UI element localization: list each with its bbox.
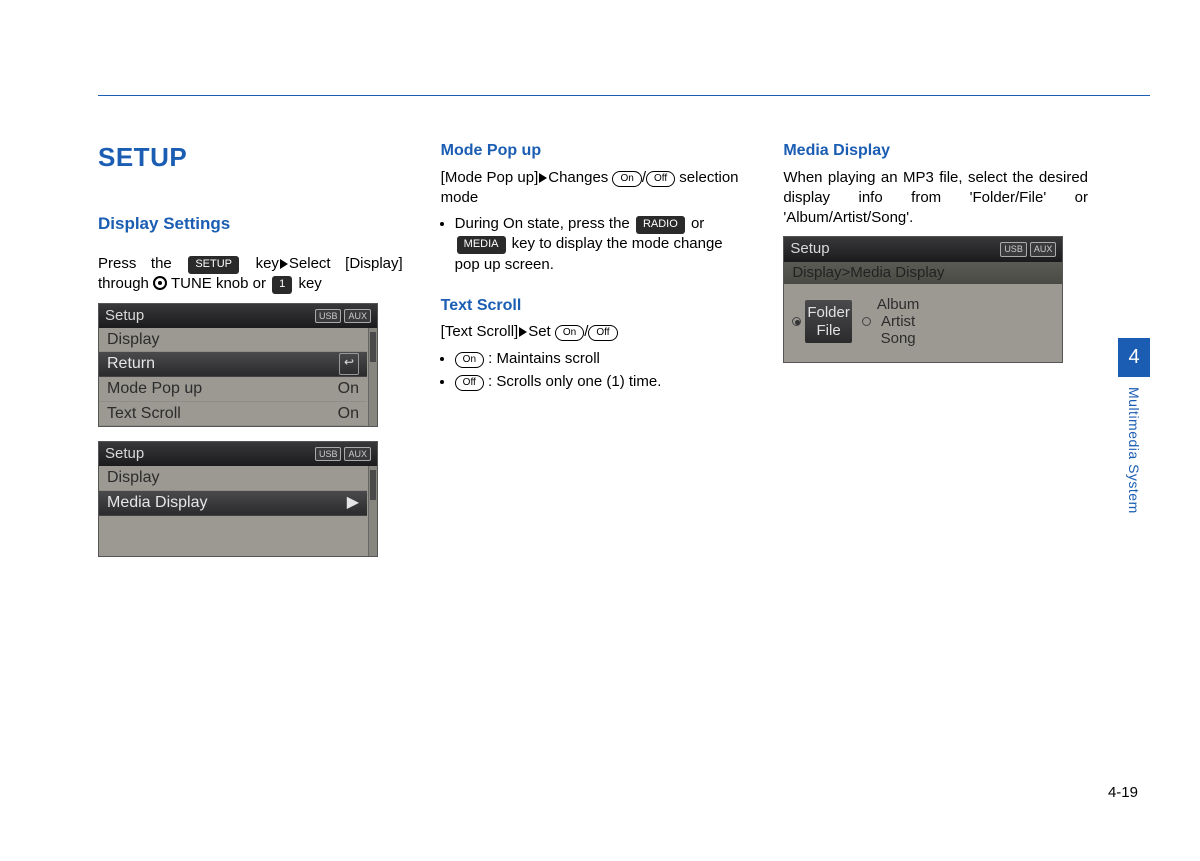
radio-key-label: RADIO xyxy=(636,216,685,234)
lcd-title: Setup xyxy=(105,306,144,326)
media-display-para: When playing an MP3 file, select the des… xyxy=(783,168,1088,229)
text: : Maintains scroll xyxy=(484,350,600,367)
tune-knob-icon xyxy=(153,276,167,290)
lcd-row-selected: Return ↩ xyxy=(99,352,367,377)
lcd-header: Setup USB AUX xyxy=(99,304,377,328)
lcd-header: Setup USB AUX xyxy=(784,237,1062,261)
usb-badge: USB xyxy=(1000,242,1027,256)
bullet: Off : Scrolls only one (1) time. xyxy=(455,372,746,392)
off-pill: Off xyxy=(588,325,617,341)
lcd-title: Setup xyxy=(105,444,144,464)
lcd-header: Setup USB AUX xyxy=(99,442,377,466)
heading-mode-popup: Mode Pop up xyxy=(441,140,746,162)
radio-off-icon xyxy=(862,317,871,326)
lcd-row: Display xyxy=(99,466,367,491)
heading-display-settings: Display Settings xyxy=(98,213,403,236)
lcd-media-display-options: Setup USB AUX Display>Media Display Fold… xyxy=(783,236,1063,362)
on-pill: On xyxy=(455,352,484,368)
lcd-title: Setup xyxy=(790,239,829,259)
lcd-row-value: On xyxy=(338,378,359,400)
option-folder-file: Folder File xyxy=(792,292,852,352)
text-scroll-line: [Text Scroll]Set On/Off xyxy=(441,322,746,342)
column-1: SETUP Display Settings Press the SETUP k… xyxy=(98,140,403,571)
media-key-label: MEDIA xyxy=(457,236,506,254)
aux-badge: AUX xyxy=(1030,242,1057,256)
lcd-row-value: On xyxy=(338,403,359,425)
column-3: Media Display When playing an MP3 file, … xyxy=(783,140,1088,571)
opt-line: Artist xyxy=(877,313,920,330)
lcd-options: Folder File Album Artist Song xyxy=(784,284,1062,362)
aux-badge: AUX xyxy=(344,309,371,323)
lcd-body: Display>Media Display Folder File Album xyxy=(784,262,1062,362)
lcd-blank-area xyxy=(99,516,367,556)
setup-key-label: SETUP xyxy=(188,256,239,274)
lcd-display-menu: Setup USB AUX Display Return ↩ Mode Pop u… xyxy=(98,303,378,428)
opt-line: Song xyxy=(877,330,920,347)
lcd-row-label: Display xyxy=(107,329,159,351)
lcd-breadcrumb: Display>Media Display xyxy=(784,262,1062,284)
text: key xyxy=(256,255,279,272)
option-selected: Folder File xyxy=(805,300,852,343)
forward-icon: ▶ xyxy=(347,492,359,514)
off-pill: Off xyxy=(646,171,675,187)
one-key-label: 1 xyxy=(272,276,292,294)
heading-setup: SETUP xyxy=(98,140,403,175)
text: [Mode Pop up] xyxy=(441,169,539,186)
lcd-row: Mode Pop up On xyxy=(99,377,367,402)
triangle-icon xyxy=(519,327,527,337)
lcd-body: Display Return ↩ Mode Pop up On Text Scrol… xyxy=(99,328,377,426)
lcd-row-label: Display xyxy=(107,467,159,489)
off-pill: Off xyxy=(455,375,484,391)
chapter-tab: 4 Multimedia System xyxy=(1118,338,1150,514)
triangle-icon xyxy=(280,259,288,269)
lcd-scrollbar xyxy=(368,466,377,555)
text: During On state, press the xyxy=(455,215,634,232)
lcd-row-selected: Media Display ▶ xyxy=(99,491,367,516)
text: TUNE knob or xyxy=(171,275,270,292)
usb-badge: USB xyxy=(315,309,342,323)
heading-media-display: Media Display xyxy=(783,140,1088,162)
text: Changes xyxy=(548,169,612,186)
lcd-row: Display xyxy=(99,328,367,353)
lcd-scrollbar xyxy=(368,328,377,426)
page-number: 4-19 xyxy=(1108,784,1138,801)
chapter-label: Multimedia System xyxy=(1126,377,1142,514)
text: [Text Scroll] xyxy=(441,323,519,340)
option-album-artist-song: Album Artist Song xyxy=(862,292,922,352)
column-2: Mode Pop up [Mode Pop up]Changes On/Off … xyxy=(441,140,746,571)
bullet: On : Maintains scroll xyxy=(455,349,746,369)
heading-text-scroll: Text Scroll xyxy=(441,295,746,317)
back-icon: ↩ xyxy=(339,353,359,375)
opt-line: Folder xyxy=(807,304,850,321)
text: Press the xyxy=(98,255,186,272)
mode-popup-line: [Mode Pop up]Changes On/Off selection mo… xyxy=(441,168,746,209)
text: Set xyxy=(528,323,555,340)
text: or xyxy=(687,215,705,232)
radio-on-icon xyxy=(792,317,801,326)
page-content: SETUP Display Settings Press the SETUP k… xyxy=(98,140,1088,571)
bullet: During On state, press the RADIO or MEDI… xyxy=(455,214,746,275)
text: key xyxy=(298,275,321,292)
lcd-body: Display Media Display ▶ xyxy=(99,466,377,555)
lcd-row-label: Return xyxy=(107,353,155,375)
on-pill: On xyxy=(555,325,584,341)
lcd-row-label: Text Scroll xyxy=(107,403,181,425)
opt-line: Album xyxy=(877,296,920,313)
display-settings-intro: Press the SETUP keySelect [Display] thro… xyxy=(98,254,403,295)
opt-line: File xyxy=(807,322,850,339)
text: : Scrolls only one (1) time. xyxy=(484,373,662,390)
top-rule xyxy=(98,95,1150,96)
chapter-number: 4 xyxy=(1118,338,1150,377)
text-scroll-bullets: On : Maintains scroll Off : Scrolls only… xyxy=(441,349,746,393)
mode-popup-bullets: During On state, press the RADIO or MEDI… xyxy=(441,214,746,275)
aux-badge: AUX xyxy=(344,447,371,461)
lcd-row-label: Media Display xyxy=(107,492,207,514)
triangle-icon xyxy=(539,173,547,183)
lcd-media-display-menu: Setup USB AUX Display Media Display ▶ xyxy=(98,441,378,556)
lcd-row-label: Mode Pop up xyxy=(107,378,202,400)
option: Album Artist Song xyxy=(875,292,922,352)
on-pill: On xyxy=(612,171,641,187)
lcd-row: Text Scroll On xyxy=(99,402,367,427)
usb-badge: USB xyxy=(315,447,342,461)
